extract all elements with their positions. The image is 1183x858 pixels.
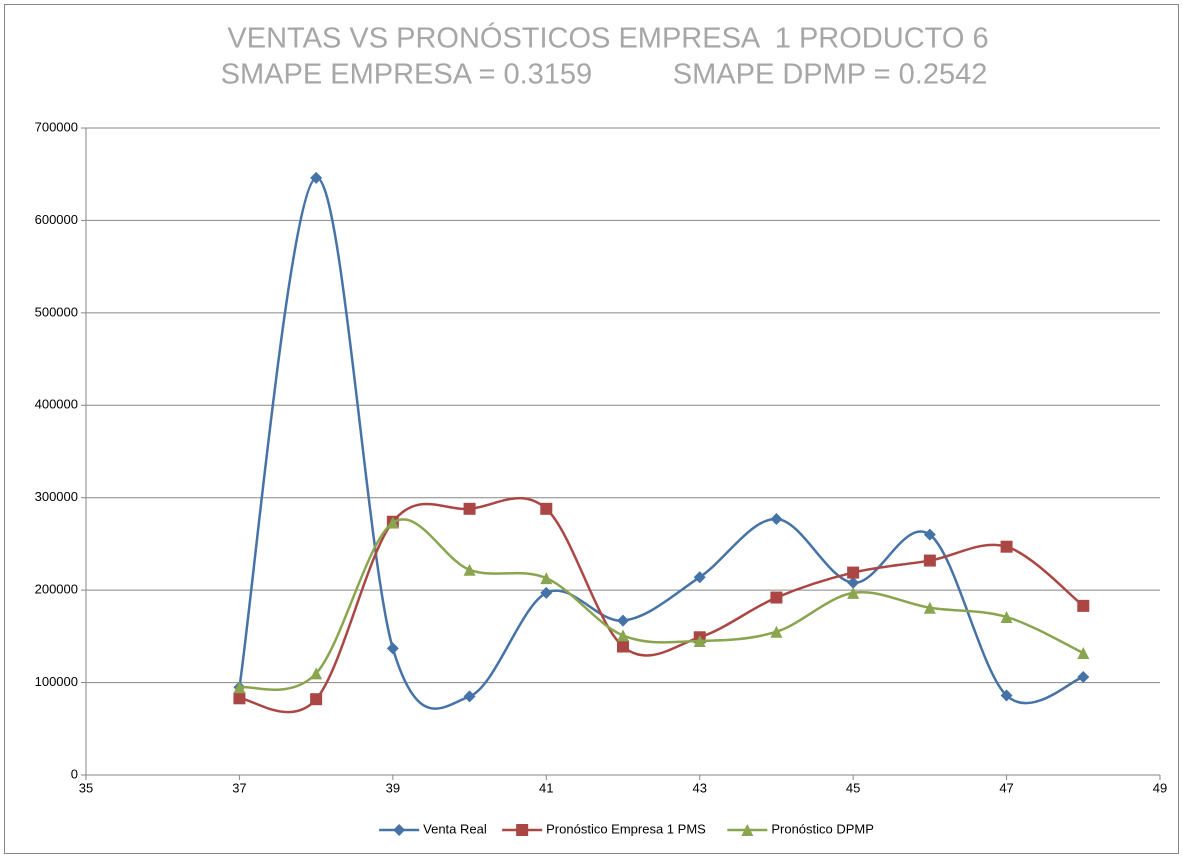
data-point — [540, 502, 553, 515]
x-tick-label: 49 — [1153, 780, 1167, 795]
data-point — [847, 586, 860, 599]
chart-subtitle: SMAPE EMPRESA = 0.3159 SMAPE DPMP = 0.25… — [221, 59, 988, 91]
data-point — [617, 629, 629, 642]
data-point — [463, 502, 476, 515]
y-tick-label: 500000 — [35, 304, 78, 319]
y-tick-label: 200000 — [35, 582, 78, 597]
x-tick-label: 41 — [539, 780, 553, 795]
data-point — [847, 576, 860, 589]
data-point — [463, 690, 476, 703]
data-point — [617, 614, 629, 627]
data-point — [310, 693, 323, 706]
data-point — [233, 692, 246, 705]
data-point — [923, 554, 936, 567]
y-tick-label: 400000 — [35, 397, 78, 412]
data-point — [923, 528, 936, 541]
legend-label: Venta Real — [423, 821, 487, 836]
data-point — [386, 516, 399, 529]
x-tick-label: 37 — [232, 780, 246, 795]
legend-marker — [741, 824, 754, 836]
x-tick-label: 39 — [386, 780, 400, 795]
data-point — [693, 571, 706, 584]
data-point — [540, 572, 553, 585]
data-point — [1000, 610, 1013, 623]
data-point — [1077, 599, 1090, 612]
y-tick-label: 700000 — [35, 119, 78, 134]
y-tick-label: 600000 — [35, 212, 78, 227]
data-point — [540, 586, 553, 599]
y-tick-label: 100000 — [35, 674, 78, 689]
legend-marker — [393, 824, 406, 836]
data-point — [310, 667, 323, 680]
x-tick-label: 47 — [999, 780, 1013, 795]
data-point — [310, 171, 323, 184]
data-point — [1000, 689, 1013, 702]
data-point — [1077, 671, 1090, 684]
data-point — [617, 640, 629, 653]
y-tick-label: 300000 — [35, 489, 78, 504]
legend-label: Pronóstico DPMP — [771, 821, 874, 836]
legend-marker — [516, 824, 529, 836]
data-point — [923, 601, 936, 614]
data-point — [770, 512, 783, 525]
x-tick-label: 43 — [692, 780, 706, 795]
data-point — [770, 625, 783, 638]
data-point — [770, 591, 783, 604]
y-tick-label: 0 — [71, 766, 78, 781]
data-point — [233, 681, 246, 694]
data-point — [693, 634, 706, 647]
x-tick-label: 45 — [846, 780, 860, 795]
x-tick-label: 35 — [79, 780, 93, 795]
chart-title: VENTAS VS PRONÓSTICOS EMPRESA 1 PRODUCTO… — [227, 22, 988, 55]
chart-frame — [4, 4, 1179, 854]
data-point — [1077, 646, 1090, 659]
data-point — [463, 563, 476, 576]
legend-label: Pronóstico Empresa 1 PMS — [546, 821, 706, 836]
data-point — [386, 642, 399, 655]
data-point — [847, 566, 860, 579]
data-point — [1000, 540, 1013, 553]
